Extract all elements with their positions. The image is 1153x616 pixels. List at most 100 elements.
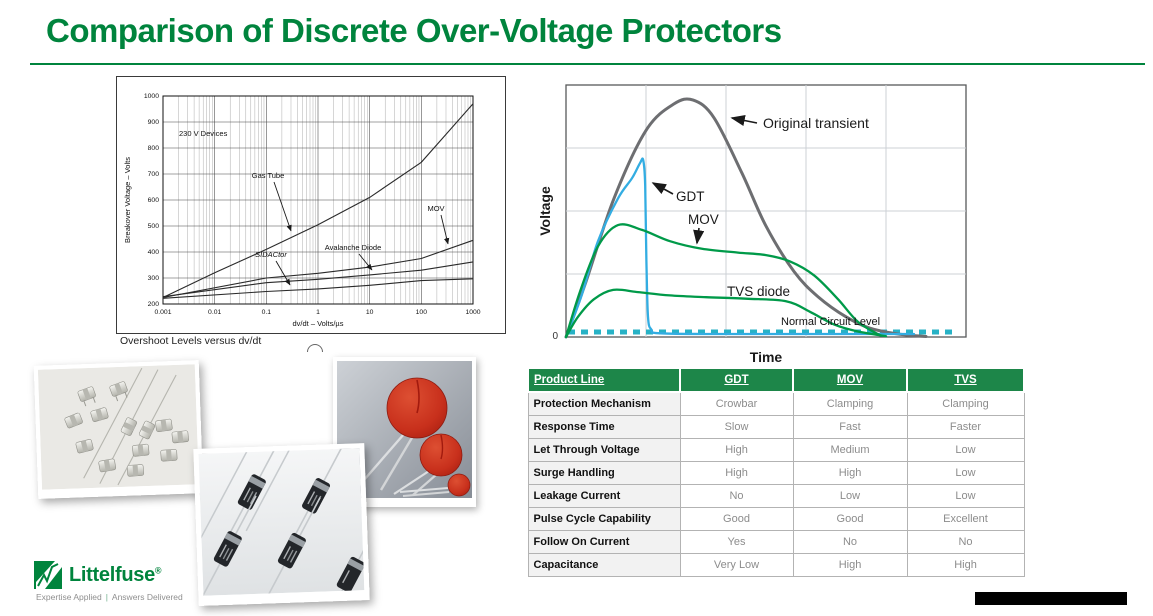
mov-label: MOV — [688, 212, 719, 227]
cell-mov: No — [792, 530, 908, 554]
cell-tvs: Excellent — [906, 507, 1025, 531]
device-curves — [162, 103, 474, 299]
table-row: Surge Handling High High Low — [527, 461, 1025, 485]
table-row: Let Through Voltage High Medium Low — [527, 438, 1025, 462]
avalanche-diode-label: Avalanche Diode — [325, 243, 382, 252]
gas-tube-label: Gas Tube — [252, 171, 285, 180]
header-mov: MOV — [792, 367, 908, 393]
mov-arrow — [693, 227, 705, 245]
response-curves — [564, 97, 928, 339]
row-label: Capacitance — [527, 553, 681, 577]
y-tick-label: 600 — [148, 197, 160, 204]
sidactor-label: SIDACtor — [255, 250, 287, 259]
header-tvs: TVS — [906, 367, 1025, 393]
x-tick-label: 1000 — [465, 309, 480, 316]
x-tick-label: 100 — [416, 309, 428, 316]
cell-mov: High — [792, 461, 908, 485]
cell-gdt: Slow — [679, 415, 794, 439]
axis-tick-labels: 200 300 400 500 600 700 800 900 1000 0.001 0.01 0.1… — [144, 93, 481, 316]
cell-gdt: Yes — [679, 530, 794, 554]
table-row: Pulse Cycle Capability Good Good Excelle… — [527, 507, 1025, 531]
cell-mov: High — [792, 553, 908, 577]
row-label: Pulse Cycle Capability — [527, 507, 681, 531]
y-axis-label: Breakover Voltage – Volts — [123, 157, 132, 243]
y-tick-label: 1000 — [144, 93, 159, 100]
cell-gdt: No — [679, 484, 794, 508]
cell-mov: Low — [792, 484, 908, 508]
y-axis-label: Voltage — [537, 186, 553, 236]
annotation-230v-devices: 230 V Devices — [179, 129, 228, 138]
chart-frame — [116, 76, 506, 334]
table-header-row: Product Line GDT MOV TVS — [527, 367, 1025, 393]
header-product-line: Product Line — [527, 367, 681, 393]
x-tick-label: 0.01 — [208, 309, 221, 316]
gdt-label: GDT — [676, 189, 705, 204]
x-axis-label: dv/dt – Volts/µs — [292, 319, 343, 328]
cell-gdt: High — [679, 461, 794, 485]
table-row: Protection Mechanism Crowbar Clamping Cl… — [527, 391, 1025, 416]
sidactor-arrow — [275, 260, 291, 286]
cell-tvs: Low — [906, 461, 1025, 485]
gas-tube-arrow — [273, 181, 292, 232]
row-label: Follow On Current — [527, 530, 681, 554]
comparison-table: Product Line GDT MOV TVS Protection Mech… — [527, 367, 1025, 577]
y-tick-label: 500 — [148, 223, 160, 230]
avalanche-diode-arrow — [358, 253, 373, 271]
cell-tvs: Faster — [906, 415, 1025, 439]
table-row: Response Time Slow Fast Faster — [527, 415, 1025, 439]
littelfuse-logo-icon — [34, 561, 62, 589]
cell-tvs: Clamping — [906, 391, 1025, 416]
tvs-diode-label: TVS diode — [727, 284, 790, 299]
tagline-left: Expertise Applied — [36, 592, 102, 602]
littelfuse-tagline: Expertise Applied | Answers Delivered — [36, 592, 183, 602]
row-label: Surge Handling — [527, 461, 681, 485]
grid — [566, 85, 966, 337]
cell-mov: Fast — [792, 415, 908, 439]
cell-gdt: Good — [679, 507, 794, 531]
curve-mov — [564, 223, 882, 339]
x-tick-label: 1 — [316, 309, 320, 316]
response-chart: Original transient GDT MOV TVS diode Nor… — [536, 75, 981, 380]
y-tick-label: 900 — [148, 119, 160, 126]
row-label: Protection Mechanism — [527, 391, 681, 416]
cell-tvs: Low — [906, 438, 1025, 462]
page-title: Comparison of Discrete Over-Voltage Prot… — [46, 12, 782, 49]
cell-tvs: Low — [906, 484, 1025, 508]
table-row: Capacitance Very Low High High — [527, 553, 1025, 577]
mov-label: MOV — [427, 204, 444, 213]
y-tick-label: 700 — [148, 171, 160, 178]
row-label: Response Time — [527, 415, 681, 439]
gas-discharge-tube-photo — [33, 360, 204, 499]
cell-mov: Good — [792, 507, 908, 531]
header-gdt: GDT — [679, 367, 794, 393]
row-label: Leakage Current — [527, 484, 681, 508]
gdt-components — [64, 381, 189, 477]
curve-gas-tube — [162, 103, 474, 298]
cell-gdt: Crowbar — [679, 391, 794, 416]
cell-mov: Clamping — [792, 391, 908, 416]
curve-mov — [162, 239, 474, 299]
tagline-separator: | — [105, 592, 108, 602]
original-transient-label: Original transient — [763, 115, 869, 131]
redaction-bar — [975, 592, 1127, 605]
cell-gdt: High — [679, 438, 794, 462]
cell-tvs: No — [906, 530, 1025, 554]
mov-arrow — [440, 214, 450, 245]
registered-mark: ® — [154, 564, 162, 575]
row-label: Let Through Voltage — [527, 438, 681, 462]
overshoot-chart-caption: Overshoot Levels versus dv/dt — [120, 335, 262, 347]
curve-tvs-diode — [564, 288, 888, 339]
cell-gdt: Very Low — [679, 553, 794, 577]
littelfuse-logo: Littelfuse® Expertise Applied | Answers De… — [33, 560, 183, 602]
table-row: Leakage Current No Low Low — [527, 484, 1025, 508]
littelfuse-wordmark: Littelfuse® — [69, 564, 162, 587]
table-row: Follow On Current Yes No No — [527, 530, 1025, 554]
plot-border — [162, 95, 474, 305]
y-tick-label: 400 — [148, 249, 160, 256]
diode-components — [184, 406, 378, 616]
y-tick-label: 200 — [148, 301, 160, 308]
curve-sidactor — [162, 278, 474, 299]
overshoot-chart: 200 300 400 500 600 700 800 900 1000 0.001 0.01 0.1… — [116, 76, 506, 339]
title-divider — [30, 63, 1145, 65]
gdt-arrow — [651, 182, 674, 195]
